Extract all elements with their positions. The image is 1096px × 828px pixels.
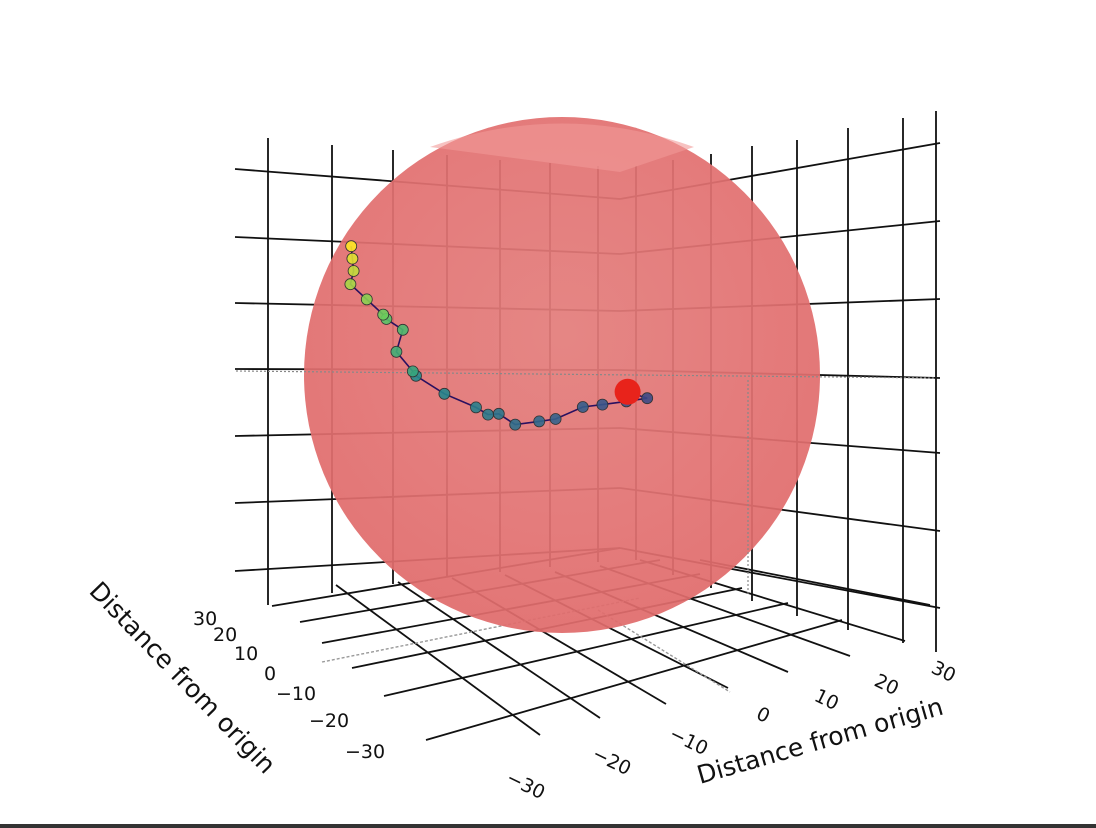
x-tick-label: −20 (589, 743, 635, 780)
x-tick-label: −30 (503, 767, 549, 804)
walk-point (482, 408, 494, 421)
walk-point (549, 413, 562, 425)
walk-point (641, 392, 654, 405)
walk-point (509, 418, 522, 431)
random-walk-trace (344, 240, 654, 431)
walk-point (438, 387, 451, 400)
sphere-highlight (430, 123, 694, 172)
grid-line (699, 559, 931, 606)
x-tick-label: 30 (928, 657, 959, 687)
walk-point (377, 308, 390, 321)
walk-point (346, 252, 359, 265)
bounding-sphere (304, 117, 820, 633)
grid-line (397, 581, 601, 719)
zero-line (235, 370, 937, 379)
x-tick-label: 20 (871, 670, 902, 700)
y-tick-label: −10 (276, 683, 316, 705)
walk-point (596, 398, 609, 411)
walk-point (347, 265, 360, 277)
grid-line (425, 619, 843, 741)
x-tick-label: 0 (753, 703, 774, 728)
x-tick-label: −10 (666, 723, 712, 760)
walk-point (492, 407, 505, 420)
walk-point (406, 365, 419, 378)
grid-line (383, 602, 789, 697)
start-marker (614, 378, 641, 405)
walk-point (533, 415, 546, 428)
walk-point (396, 323, 409, 336)
y-tick-label: −20 (309, 710, 349, 732)
y-tick-label: 20 (213, 624, 237, 646)
walk-point (390, 345, 403, 358)
y-tick-label: 10 (234, 643, 258, 665)
grid-line (335, 584, 541, 736)
scene-front-grid (235, 370, 937, 595)
x-tick-label: 10 (811, 685, 842, 715)
walk-point (344, 278, 357, 291)
walk-point (470, 401, 482, 414)
walk-point (360, 293, 373, 306)
walk-point (576, 401, 589, 413)
y-tick-label: −30 (345, 741, 385, 763)
walk-point (345, 240, 358, 253)
y-axis-title: Distance from origin (84, 576, 282, 779)
y-tick-label: 30 (193, 608, 217, 630)
y-tick-label: 0 (264, 663, 276, 685)
window-bottom-edge (0, 824, 1096, 828)
